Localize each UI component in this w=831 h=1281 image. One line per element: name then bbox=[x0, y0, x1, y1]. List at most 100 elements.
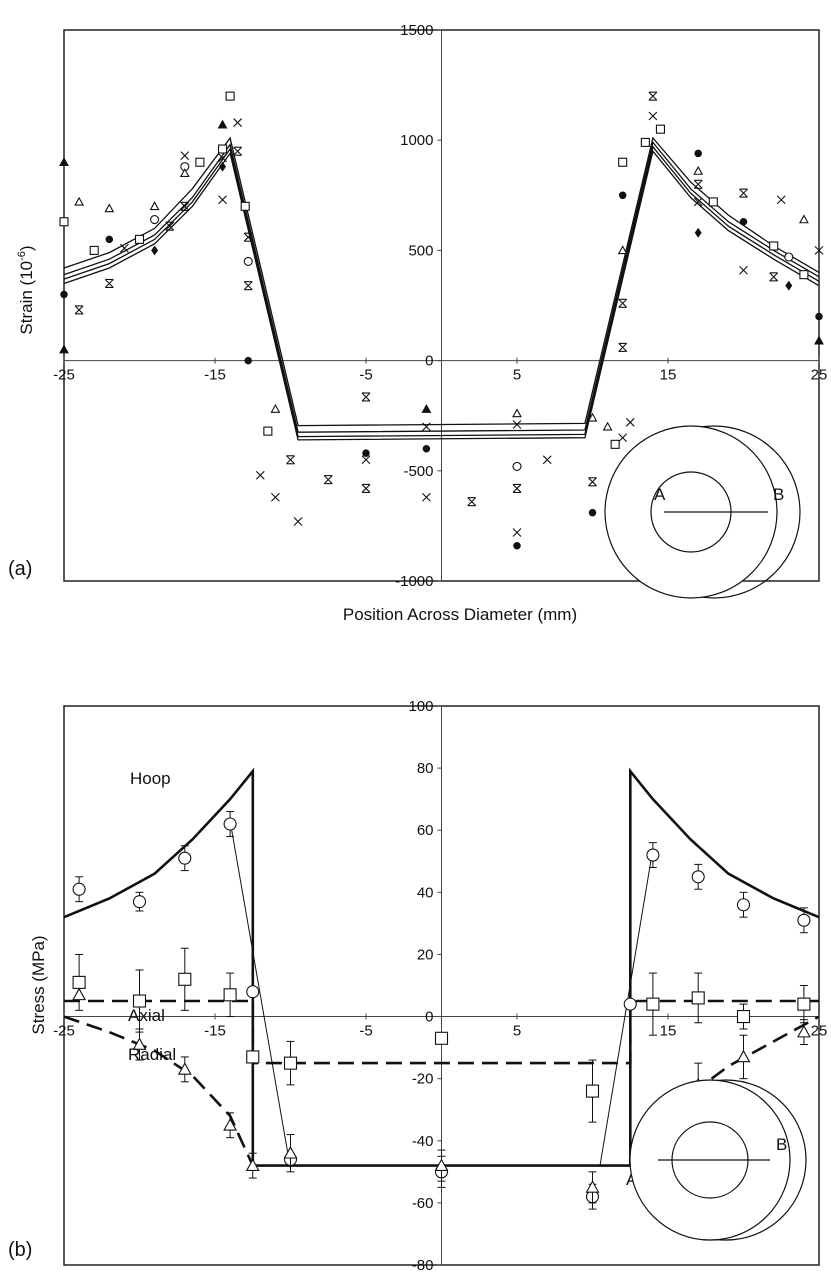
data-point bbox=[694, 227, 702, 238]
data-point bbox=[648, 91, 658, 101]
inset-label-b2: B bbox=[776, 1135, 787, 1154]
data-point bbox=[769, 272, 779, 282]
data-point-stroke2 bbox=[361, 392, 371, 402]
data-point bbox=[233, 146, 243, 156]
data-point-shape bbox=[610, 439, 620, 449]
y-tick-label: 40 bbox=[417, 884, 434, 901]
x-tick-label: 25 bbox=[811, 367, 828, 384]
y-tick-label: -80 bbox=[412, 1257, 434, 1274]
series-axial bbox=[64, 999, 819, 1065]
x-axis-label: Position Across Diameter (mm) bbox=[343, 605, 577, 624]
data-marker-triangle-shape bbox=[796, 1024, 811, 1038]
data-point-stroke2 bbox=[776, 195, 786, 205]
data-point-stroke2 bbox=[769, 272, 779, 282]
data-point-shape bbox=[798, 214, 809, 224]
data-point-stroke2 bbox=[648, 111, 658, 121]
data-point bbox=[243, 281, 253, 291]
data-marker-triangle-shape bbox=[283, 1146, 298, 1159]
data-point-shape bbox=[694, 227, 702, 238]
data-marker-square-shape bbox=[246, 1050, 260, 1064]
data-point bbox=[610, 439, 620, 449]
data-point-stroke2 bbox=[618, 433, 628, 443]
data-point-stroke2 bbox=[233, 146, 243, 156]
x-tick-label: 15 bbox=[660, 367, 677, 384]
data-point bbox=[512, 483, 522, 493]
data-point bbox=[513, 541, 521, 550]
data-point bbox=[120, 243, 129, 253]
data-point bbox=[640, 137, 650, 147]
data-marker-square-shape bbox=[691, 991, 705, 1005]
data-point-stroke2 bbox=[542, 455, 552, 465]
data-point bbox=[693, 197, 703, 207]
data-marker-square-shape bbox=[72, 975, 86, 989]
data-marker-square bbox=[246, 1050, 260, 1064]
data-point-shape bbox=[693, 165, 704, 175]
data-point-stroke2 bbox=[422, 492, 431, 502]
data-point bbox=[625, 417, 635, 427]
data-point bbox=[655, 124, 666, 134]
data-marker-triangle bbox=[132, 1037, 147, 1050]
data-marker-circle bbox=[178, 851, 192, 865]
data-point bbox=[271, 492, 280, 502]
data-marker-triangle-shape bbox=[434, 1158, 449, 1171]
y-tick-label: -60 bbox=[412, 1195, 434, 1212]
data-point bbox=[512, 420, 522, 429]
data-point bbox=[361, 392, 371, 402]
x-tick-label: -25 bbox=[53, 367, 75, 384]
data-point-shape bbox=[60, 290, 68, 299]
data-point bbox=[785, 280, 793, 291]
fit-curve-3 bbox=[63, 145, 820, 438]
data-point-shape bbox=[195, 157, 205, 167]
data-point bbox=[422, 492, 431, 502]
panel-label-b: (b) bbox=[8, 1239, 32, 1261]
data-marker-square-shape bbox=[223, 988, 237, 1002]
data-point-stroke2 bbox=[120, 243, 129, 253]
data-point-stroke2 bbox=[104, 279, 114, 288]
data-point-shape bbox=[240, 201, 250, 211]
data-point bbox=[361, 483, 371, 493]
y-tick-label: -20 bbox=[412, 1071, 434, 1088]
data-marker-circle bbox=[691, 870, 705, 884]
data-point-stroke2 bbox=[467, 497, 477, 507]
data-marker-circle bbox=[797, 913, 811, 927]
data-point-shape bbox=[618, 191, 627, 200]
y-tick-label: 1500 bbox=[400, 22, 433, 39]
data-marker-circle bbox=[72, 882, 86, 896]
data-point bbox=[270, 403, 281, 413]
data-marker-circle-shape bbox=[797, 913, 811, 927]
x-tick-label: -15 bbox=[204, 367, 226, 384]
data-point-shape bbox=[587, 412, 598, 422]
data-point bbox=[587, 412, 598, 422]
data-point-shape bbox=[89, 245, 99, 255]
data-marker-triangle bbox=[245, 1158, 260, 1171]
data-point-stroke2 bbox=[271, 492, 280, 502]
data-point bbox=[149, 201, 160, 211]
data-marker-circle-shape bbox=[736, 898, 751, 912]
data-point bbox=[693, 165, 704, 175]
data-point bbox=[694, 149, 702, 158]
data-point bbox=[361, 455, 371, 465]
data-marker-square-shape bbox=[283, 1056, 298, 1070]
data-point bbox=[814, 335, 824, 345]
data-point-stroke2 bbox=[648, 91, 658, 101]
data-point-stroke2 bbox=[361, 455, 371, 465]
data-point-stroke2 bbox=[165, 221, 175, 231]
y-tick-label: -40 bbox=[412, 1133, 434, 1150]
data-marker-square-shape bbox=[132, 994, 147, 1008]
y-tick-label: -1000 bbox=[395, 573, 433, 590]
series-radial bbox=[63, 1015, 254, 1167]
data-marker-square bbox=[434, 1031, 449, 1045]
y-tick-label: 1000 bbox=[400, 132, 433, 149]
data-point bbox=[542, 455, 552, 465]
data-point bbox=[89, 245, 99, 255]
data-point bbox=[217, 119, 228, 129]
x-tick-label: 5 bbox=[513, 367, 521, 384]
data-point-shape bbox=[151, 245, 159, 256]
fit-curve-4 bbox=[63, 149, 820, 441]
data-point-stroke2 bbox=[233, 118, 243, 127]
data-point-shape bbox=[785, 280, 793, 291]
data-point bbox=[244, 356, 252, 365]
data-point bbox=[588, 508, 597, 517]
strain-chart: -25 -15 -5 5 15 25 1500 1000 500 0 -500 -1000 (a) P… bbox=[8, 22, 827, 624]
data-point bbox=[255, 470, 265, 480]
